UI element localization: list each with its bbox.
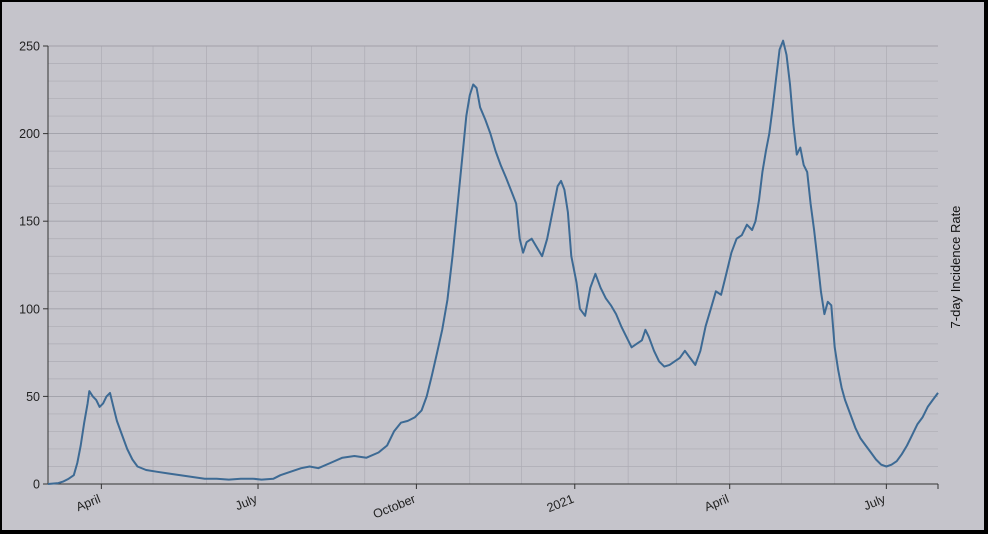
y-tick-label: 50 [26,390,40,404]
x-tick-label: October [371,492,417,522]
series-line [47,39,939,485]
x-tick-label: July [233,492,260,514]
x-tick-label: 2021 [545,492,576,515]
y-tick-label: 0 [33,478,40,492]
y-tick-label: 150 [19,215,40,229]
x-tick-label: April [702,492,730,514]
y-axis-title: 7-day Incidence Rate [948,206,963,329]
x-tick-label: April [74,492,102,514]
series-group [47,39,939,485]
x-tick-label: July [862,492,889,514]
y-tick-label: 100 [19,302,40,316]
major-gridlines [48,45,938,397]
minor-gridlines [47,45,938,484]
y-axis-ticks: 0 50 100 150 200 250 [19,40,48,492]
y-tick-label: 200 [19,127,40,141]
axes [47,46,938,485]
y-tick-label: 250 [19,40,40,54]
x-axis-ticks: April July October 2021 April July [74,484,939,522]
